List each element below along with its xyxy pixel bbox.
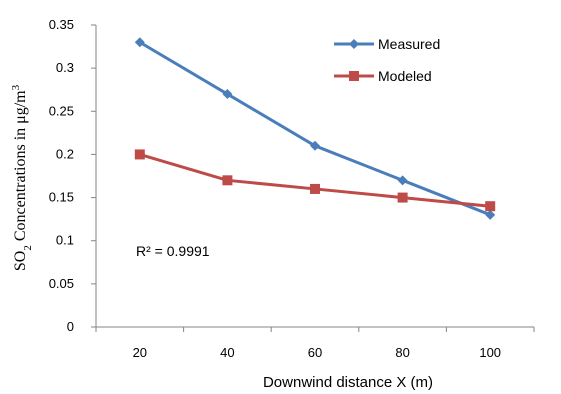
y-axis-title: SO2 Concentrations in μg/m3 bbox=[10, 84, 34, 271]
x-axis-title: Downwind distance X (m) bbox=[263, 374, 433, 391]
data-point-measured bbox=[397, 175, 408, 186]
legend-item-modeled: Modeled bbox=[334, 68, 432, 84]
y-axis-title-middle: Concentrations in μg/m bbox=[12, 90, 29, 245]
r-squared-annotation: R² = 0.9991 bbox=[136, 243, 210, 259]
legend-label-modeled: Modeled bbox=[378, 68, 432, 84]
legend-item-measured: Measured bbox=[334, 36, 440, 52]
y-tick-label: 0.3 bbox=[56, 60, 74, 75]
y-tick-label: 0.1 bbox=[56, 233, 74, 248]
y-ticks: 0 0.05 0.1 0.15 0.2 0.25 0.3 0.35 bbox=[49, 17, 96, 334]
data-point-modeled bbox=[485, 201, 496, 212]
legend-marker-modeled bbox=[349, 71, 359, 81]
x-axis: 20 40 60 80 100 bbox=[95, 326, 535, 360]
legend-label-measured: Measured bbox=[378, 36, 440, 52]
y-axis-title-subscript: 2 bbox=[22, 245, 34, 251]
y-axis-title-base: SO bbox=[12, 251, 29, 271]
data-point-measured bbox=[485, 209, 496, 220]
legend: Measured Modeled bbox=[334, 36, 440, 84]
x-tick-label: 60 bbox=[308, 345, 322, 360]
y-tick-label: 0 bbox=[67, 319, 74, 334]
x-tick-label: 80 bbox=[395, 345, 409, 360]
y-tick-label: 0.15 bbox=[49, 190, 74, 205]
x-tick-label: 100 bbox=[479, 345, 501, 360]
data-point-modeled bbox=[134, 149, 145, 160]
data-point-measured bbox=[310, 140, 320, 151]
legend-marker-measured bbox=[349, 39, 359, 49]
series-modeled bbox=[134, 149, 496, 212]
data-point-measured bbox=[222, 89, 233, 100]
y-axis: 0 0.05 0.1 0.15 0.2 0.25 0.3 0.35 bbox=[49, 17, 97, 334]
data-point-measured bbox=[134, 37, 145, 48]
y-axis-title-superscript: 3 bbox=[10, 84, 22, 90]
y-tick-label: 0.35 bbox=[49, 17, 74, 32]
y-tick-label: 0.05 bbox=[49, 276, 74, 291]
series-measured bbox=[134, 37, 496, 220]
y-tick-label: 0.2 bbox=[56, 146, 74, 161]
series-line-modeled bbox=[139, 152, 491, 208]
y-tick-label: 0.25 bbox=[49, 103, 74, 118]
x-tick-label: 40 bbox=[220, 345, 234, 360]
x-tick-label: 20 bbox=[133, 345, 147, 360]
data-point-modeled bbox=[310, 183, 320, 194]
x-ticks: 20 40 60 80 100 bbox=[95, 327, 535, 360]
data-point-modeled bbox=[222, 175, 233, 186]
data-point-modeled bbox=[397, 192, 408, 203]
series-layer bbox=[134, 37, 496, 220]
